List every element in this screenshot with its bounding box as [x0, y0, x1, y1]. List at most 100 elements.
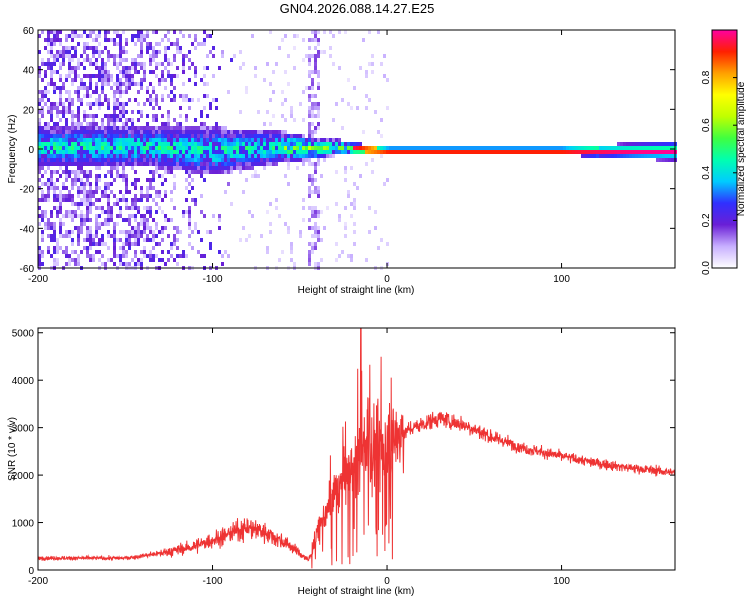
- spectrogram-cell: [602, 154, 605, 158]
- spectrogram-cell: [161, 138, 164, 142]
- spectrogram-cell: [221, 50, 224, 54]
- spectrogram-cell: [185, 114, 188, 118]
- spectrogram-cell: [398, 150, 401, 154]
- spectrogram-cell: [110, 162, 113, 166]
- spectrogram-cell: [128, 98, 131, 102]
- spectrogram-cell: [188, 142, 191, 146]
- spectrogram-cell: [140, 150, 143, 154]
- spectrogram-cell: [149, 94, 152, 98]
- spectrogram-cell: [527, 146, 530, 150]
- spectrogram-cell: [389, 146, 392, 150]
- spectrogram-cell: [47, 134, 50, 138]
- spectrogram-cell: [491, 150, 494, 154]
- spectrogram-cell: [266, 210, 269, 214]
- spectrogram-cell: [425, 150, 428, 154]
- spectrogram-cell: [143, 218, 146, 222]
- spectrogram-cell: [290, 138, 293, 142]
- spectrogram-cell: [98, 166, 101, 170]
- spectrogram-cell: [89, 170, 92, 174]
- spectrogram-cell: [314, 142, 317, 146]
- spectrogram-cell: [329, 138, 332, 142]
- spectrogram-cell: [71, 218, 74, 222]
- spectrogram-cell: [146, 126, 149, 130]
- spectrogram-cell: [239, 142, 242, 146]
- spectrogram-cell: [629, 146, 632, 150]
- spectrogram-cell: [119, 46, 122, 50]
- spectrogram-cell: [119, 50, 122, 54]
- spectrogram-cell: [272, 130, 275, 134]
- spectrogram-cell: [263, 138, 266, 142]
- spectrogram-cell: [116, 66, 119, 70]
- spectrogram-cell: [83, 158, 86, 162]
- spectrogram-cell: [242, 130, 245, 134]
- spectrogram-cell: [281, 158, 284, 162]
- spectrogram-cell: [449, 146, 452, 150]
- spectrogram-cell: [224, 138, 227, 142]
- spectrogram-cell: [89, 254, 92, 258]
- spectrogram-cell: [134, 254, 137, 258]
- spectrogram-cell: [269, 202, 272, 206]
- spectrogram-cell: [113, 262, 116, 266]
- spectrogram-cell: [56, 158, 59, 162]
- spectrogram-cell: [56, 194, 59, 198]
- spectrogram-cell: [65, 254, 68, 258]
- spectrogram-cell: [77, 142, 80, 146]
- spectrogram-cell: [134, 142, 137, 146]
- spectrogram-cell: [170, 134, 173, 138]
- spectrogram-cell: [161, 98, 164, 102]
- spectrogram-cell: [137, 38, 140, 42]
- spectrogram-cell: [296, 146, 299, 150]
- spectrogram-cell: [644, 154, 647, 158]
- spectrogram-cell: [116, 222, 119, 226]
- spectrogram-cell: [68, 262, 71, 266]
- spectrogram-cell: [269, 122, 272, 126]
- spectrogram-cell: [152, 238, 155, 242]
- spectrogram-cell: [287, 158, 290, 162]
- spectrogram-cell: [353, 198, 356, 202]
- spectrogram-cell: [188, 170, 191, 174]
- spectrogram-cell: [200, 42, 203, 46]
- spectrogram-cell: [545, 150, 548, 154]
- spectrogram-cell: [56, 30, 59, 34]
- spectrogram-cell: [107, 134, 110, 138]
- spectrogram-cell: [275, 134, 278, 138]
- spectrogram-cell: [77, 194, 80, 198]
- spectrogram-cell: [215, 130, 218, 134]
- spectrogram-cell: [323, 154, 326, 158]
- spectrogram-cell: [341, 150, 344, 154]
- spectrogram-cell: [176, 66, 179, 70]
- spectrogram-cell: [128, 238, 131, 242]
- spectrogram-cell: [206, 130, 209, 134]
- spectrogram-cell: [122, 142, 125, 146]
- spectrogram-cell: [104, 38, 107, 42]
- spectrogram-cell: [77, 58, 80, 62]
- spectrogram-cell: [332, 62, 335, 66]
- spectrogram-cell: [428, 146, 431, 150]
- spectrogram-cell: [191, 162, 194, 166]
- spectrogram-cell: [62, 186, 65, 190]
- spectrogram-cell: [83, 170, 86, 174]
- spectrogram-cell: [461, 150, 464, 154]
- spectrogram-cell: [236, 158, 239, 162]
- spectrogram-cell: [308, 70, 311, 74]
- spectrogram-cell: [392, 146, 395, 150]
- spectrogram-cell: [314, 242, 317, 246]
- spectrogram-cell: [470, 146, 473, 150]
- spectrogram-cell: [575, 150, 578, 154]
- spectrogram-cell: [317, 86, 320, 90]
- spectrogram-cell: [137, 262, 140, 266]
- spectrogram-cell: [587, 146, 590, 150]
- spectrogram-cell: [212, 138, 215, 142]
- spectrogram-cell: [74, 250, 77, 254]
- spectrogram-cell: [632, 142, 635, 146]
- spectrogram-cell: [341, 250, 344, 254]
- spectrogram-cell: [164, 86, 167, 90]
- spectrogram-cell: [152, 114, 155, 118]
- spectrogram-cell: [194, 158, 197, 162]
- spectrogram-cell: [317, 126, 320, 130]
- spectrogram-cell: [140, 234, 143, 238]
- spectrogram-cell: [95, 186, 98, 190]
- spectrogram-cell: [299, 146, 302, 150]
- spectrogram-cell: [557, 150, 560, 154]
- spectrogram-cell: [86, 226, 89, 230]
